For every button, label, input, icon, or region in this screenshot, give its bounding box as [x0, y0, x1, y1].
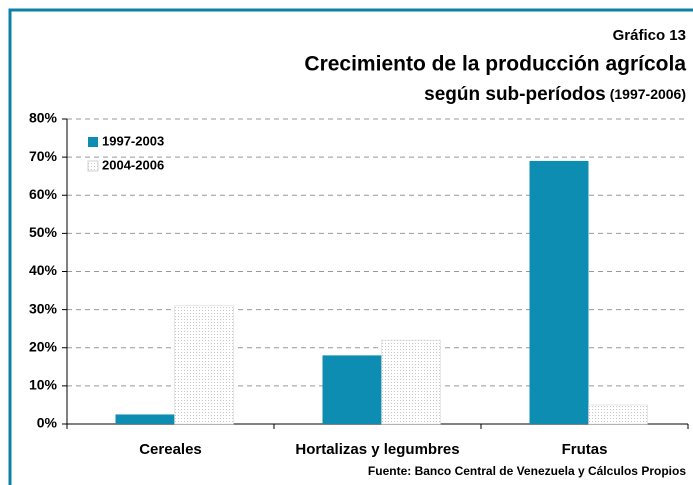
source: Fuente: Banco Central de Venezuela y Cál…: [368, 464, 686, 478]
legend-label: 2004-2006: [102, 157, 164, 172]
x-tick-label: Frutas: [562, 441, 608, 458]
subtitle-main: según sub-períodos: [424, 84, 606, 105]
bar: [381, 339, 441, 425]
y-tick-label: 60%: [29, 186, 58, 202]
legend-swatch: [87, 160, 99, 172]
y-tick-label: 80%: [29, 110, 58, 126]
y-tick-label: 30%: [29, 300, 58, 316]
x-tick-label: Cereales: [139, 441, 202, 458]
bar: [322, 355, 382, 424]
x-tick-label: Hortalizas y legumbres: [295, 441, 459, 458]
legend-label: 1997-2003: [102, 133, 164, 148]
y-tick-label: 40%: [29, 262, 58, 278]
bar: [529, 160, 589, 424]
y-tick-label: 70%: [29, 148, 58, 164]
chart-label: Gráfico 13: [613, 27, 686, 44]
y-tick-label: 20%: [29, 338, 58, 354]
bar: [174, 305, 234, 425]
legend-swatch: [88, 137, 98, 147]
bar: [115, 414, 175, 424]
frame: [8, 8, 693, 485]
bar: [588, 404, 648, 425]
y-tick-label: 50%: [29, 224, 58, 240]
chart-title: Crecimiento de la producción agrícola: [304, 53, 686, 76]
subtitle-note: (1997-2006): [610, 86, 686, 102]
y-tick-label: 0%: [37, 415, 58, 431]
chart-subtitle: según sub-períodos (1997-2006): [424, 84, 686, 105]
y-tick-label: 10%: [29, 377, 58, 393]
